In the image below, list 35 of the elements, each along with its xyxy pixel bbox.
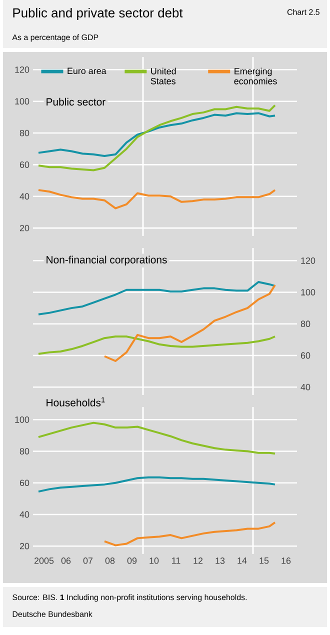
y-tick-label: 40 bbox=[20, 193, 30, 200]
y-tick-label: 100 bbox=[15, 416, 30, 423]
chart-title: Households$^{1}$ bbox=[46, 397, 105, 406]
y-tick-label: 20 bbox=[20, 224, 30, 232]
legend-label: Emerging economies bbox=[234, 68, 277, 84]
y-tick-label: 100 bbox=[301, 289, 316, 296]
x-tick-label: 2005 bbox=[34, 558, 54, 564]
y-tick-label: 80 bbox=[300, 320, 310, 328]
y-tick-label: 120 bbox=[15, 66, 30, 73]
y-tick-label: 20 bbox=[20, 542, 30, 550]
x-tick-label: 07 bbox=[83, 558, 93, 564]
y-tick-label: 60 bbox=[20, 162, 30, 168]
x-tick-label: 11 bbox=[172, 558, 180, 564]
x-tick-label: 12 bbox=[194, 558, 203, 564]
x-tick-label: 13 bbox=[216, 558, 225, 564]
x-tick-label: 15 bbox=[260, 558, 269, 564]
y-tick-label: 120 bbox=[301, 257, 316, 264]
y-tick-label: 40 bbox=[20, 511, 30, 518]
y-tick-label: 100 bbox=[15, 98, 30, 105]
x-tick-label: 16 bbox=[282, 558, 291, 564]
y-tick-label: 80 bbox=[20, 130, 30, 136]
legend-label: Euro area bbox=[68, 68, 106, 74]
x-tick-label: 06 bbox=[61, 558, 71, 564]
text: Non-financial corporations bbox=[46, 256, 167, 266]
legend-label: United States bbox=[150, 68, 176, 84]
text: Public sector bbox=[46, 98, 106, 106]
y-tick-label: 60 bbox=[20, 480, 30, 486]
y-tick-label: 40 bbox=[300, 384, 310, 390]
x-tick-label: 09 bbox=[127, 558, 137, 564]
text: Public and private sector debt bbox=[13, 8, 183, 20]
x-tick-label: 14 bbox=[238, 558, 247, 564]
y-tick-label: 80 bbox=[20, 448, 30, 454]
y-tick-label: 60 bbox=[300, 352, 310, 359]
x-tick-label: 10 bbox=[150, 558, 159, 564]
x-tick-label: 08 bbox=[105, 558, 115, 564]
